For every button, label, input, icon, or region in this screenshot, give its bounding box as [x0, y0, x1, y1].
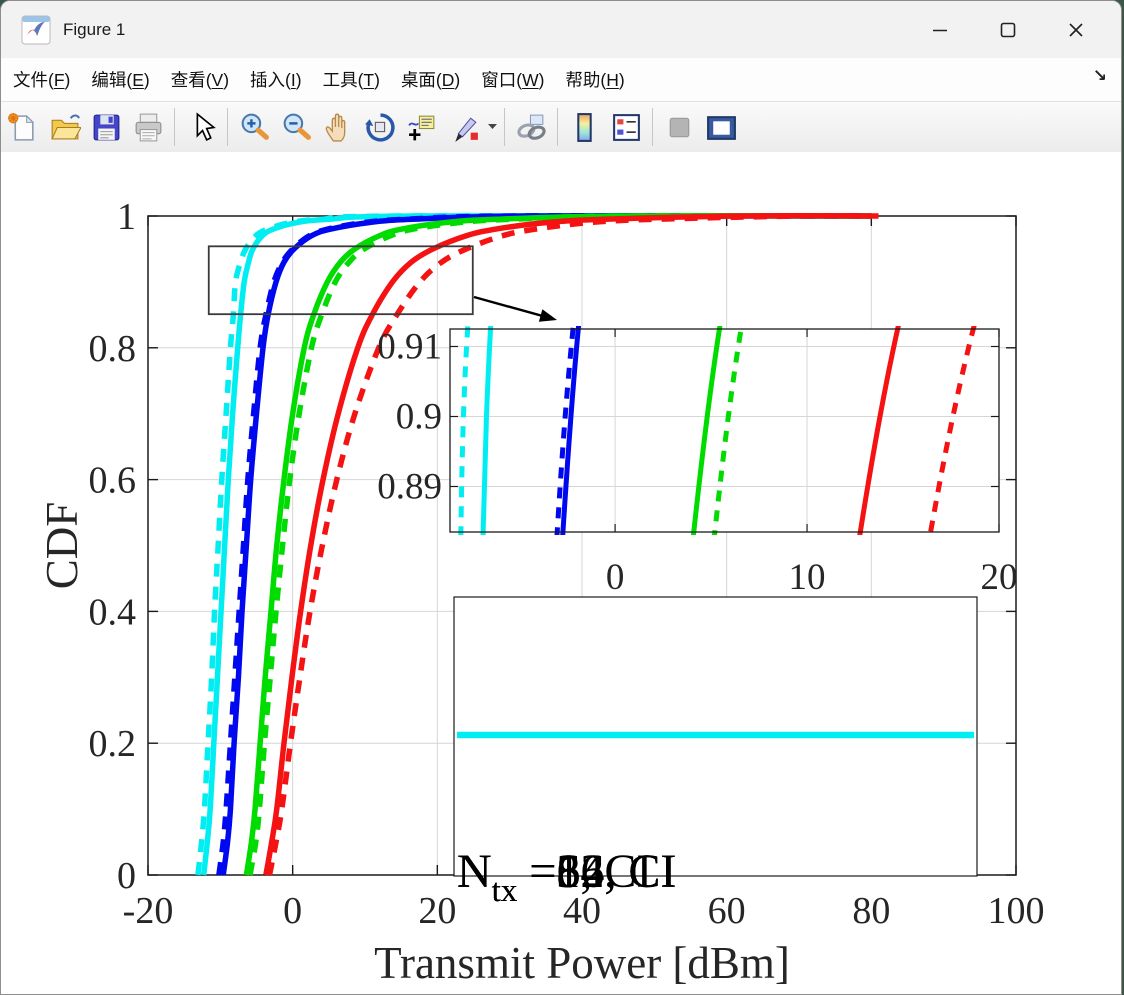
open-file-icon — [50, 113, 81, 139]
save-figure-icon — [93, 114, 119, 140]
link-plot-button[interactable] — [510, 106, 552, 148]
pan-button[interactable] — [317, 106, 359, 148]
svg-text:0.6: 0.6 — [89, 460, 137, 502]
figure-canvas: -20 0 20 40 60 80 100 0 0.2 0.4 0.6 0.8 1 Transmit Po… — [1, 152, 1121, 994]
zoom-arrow — [473, 295, 557, 322]
rotate-3d-icon — [364, 112, 395, 142]
toolbar-separator — [227, 108, 228, 146]
svg-text:0: 0 — [283, 890, 302, 932]
zoom-in-icon — [241, 113, 269, 140]
maximize-icon — [1000, 22, 1016, 37]
svg-text:0.2: 0.2 — [89, 723, 137, 765]
new-figure-icon — [7, 112, 34, 141]
title-bar: Figure 1 — [1, 1, 1121, 58]
svg-text:-20: -20 — [123, 890, 174, 932]
zoom-out-icon — [283, 113, 311, 140]
brush-icon — [454, 116, 478, 142]
save-figure-button[interactable] — [85, 106, 127, 148]
insert-colorbar-button[interactable] — [563, 106, 605, 148]
chevron-down-icon — [487, 124, 497, 129]
menu-item-D[interactable]: 桌面(D) — [400, 70, 461, 90]
close-button[interactable] — [1053, 10, 1099, 50]
svg-text:100: 100 — [988, 890, 1045, 932]
svg-text:80: 80 — [852, 890, 890, 932]
svg-text:0.8: 0.8 — [89, 328, 137, 370]
menu-overflow-icon[interactable]: ↘ — [1092, 66, 1107, 85]
svg-text:20: 20 — [418, 890, 456, 932]
menu-item-H[interactable]: 帮助(H) — [565, 70, 625, 90]
svg-text:40: 40 — [563, 890, 601, 932]
dock-figure-button[interactable] — [700, 106, 742, 148]
svg-text:0.91: 0.91 — [377, 327, 442, 368]
svg-text:20: 20 — [981, 557, 1018, 598]
menu-item-T[interactable]: 工具(T) — [322, 70, 380, 90]
caption-buttons — [917, 1, 1121, 58]
menu-bar: 文件(F) 编辑(E) 查看(V) 插入(I) 工具(T) 桌面(D) 窗口(W) 帮助(H)… — [1, 58, 1121, 102]
menu-item-W[interactable]: 窗口(W) — [481, 70, 545, 90]
close-icon — [1069, 22, 1083, 37]
toolbar — [1, 102, 1121, 153]
new-figure-button[interactable] — [1, 106, 43, 148]
toolbar-separator — [174, 108, 175, 146]
insert-axes-icon — [669, 117, 689, 137]
print-figure-icon — [135, 113, 161, 141]
x-axis-label: Transmit Power [dBm] — [374, 938, 790, 988]
minimize-button[interactable] — [917, 10, 963, 50]
brush-dropdown-button[interactable] — [485, 106, 499, 148]
link-plot-icon — [516, 114, 546, 140]
minimize-icon — [933, 29, 947, 31]
svg-text:0.89: 0.89 — [377, 467, 442, 508]
open-file-button[interactable] — [43, 106, 85, 148]
svg-text:0: 0 — [606, 557, 625, 598]
svg-text:0.9: 0.9 — [396, 397, 442, 438]
curve-red-dashed — [266, 213, 879, 876]
svg-text:0.4: 0.4 — [89, 591, 137, 633]
menu-item-I[interactable]: 插入(I) — [250, 70, 302, 90]
svg-text:1: 1 — [117, 196, 136, 238]
zoom-in-button[interactable] — [233, 106, 275, 148]
insert-legend-icon — [612, 113, 640, 141]
toolbar-separator — [504, 108, 505, 146]
insert-colorbar-icon — [576, 112, 592, 142]
menu-item-F[interactable]: 文件(F) — [13, 70, 71, 90]
y-axis-label: CDF — [37, 502, 87, 590]
pan-icon — [325, 112, 345, 142]
curve-red-solid — [263, 213, 872, 876]
dock-figure-icon — [706, 115, 736, 140]
svg-text:0: 0 — [117, 855, 136, 897]
edit-cursor-button[interactable] — [180, 106, 222, 148]
svg-text:60: 60 — [708, 890, 746, 932]
curve-blue-dashed — [216, 213, 872, 876]
brush-button[interactable] — [443, 106, 485, 148]
data-cursor-button[interactable] — [401, 106, 443, 148]
print-figure-button[interactable] — [127, 106, 169, 148]
data-cursor-icon — [407, 115, 434, 140]
maximize-button[interactable] — [985, 10, 1031, 50]
menu-item-E[interactable]: 编辑(E) — [91, 70, 150, 90]
inset-axes: 0 10 20 0.89 0.9 0.91 — [377, 326, 1018, 598]
zoom-out-button[interactable] — [275, 106, 317, 148]
edit-cursor-icon — [196, 111, 216, 141]
zoom-rectangle — [207, 245, 474, 316]
rotate-3d-button[interactable] — [359, 106, 401, 148]
curve-green-dashed — [247, 213, 872, 876]
matlab-logo-icon — [21, 15, 51, 44]
toolbar-separator — [557, 108, 558, 146]
menu-item-V[interactable]: 查看(V) — [170, 70, 230, 90]
toolbar-separator — [652, 108, 653, 146]
insert-axes-button[interactable] — [658, 106, 700, 148]
insert-legend-button[interactable] — [605, 106, 647, 148]
window-title: Figure 1 — [63, 19, 126, 39]
svg-text:10: 10 — [789, 557, 826, 598]
